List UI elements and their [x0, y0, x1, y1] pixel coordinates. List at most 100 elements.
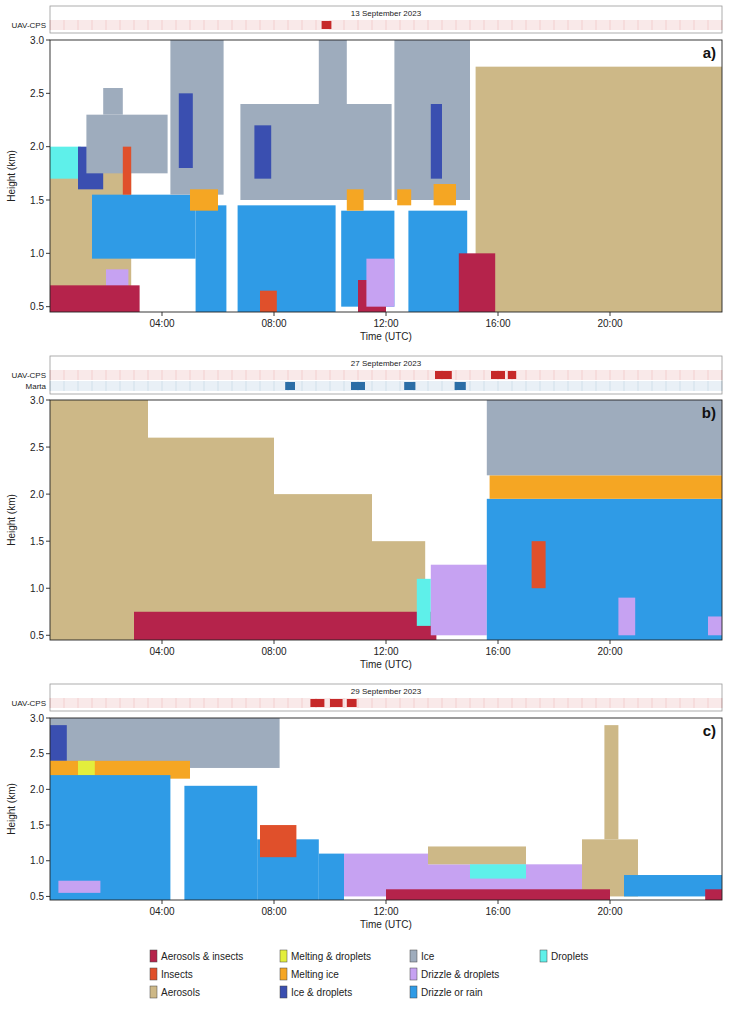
class-cell [254, 125, 271, 178]
flight-grid [50, 381, 51, 391]
x-axis-title: Time (UTC) [360, 659, 412, 670]
flight-grid [372, 381, 373, 391]
legend-swatch [280, 950, 287, 962]
flight-grid [232, 370, 233, 380]
flight-grid [106, 381, 107, 391]
class-cell [179, 93, 193, 168]
cells [50, 40, 722, 312]
legend-label: Melting ice [291, 969, 339, 980]
flight-grid [176, 370, 177, 380]
flight-grid [722, 698, 723, 708]
flight-row [50, 370, 722, 380]
flight-grid [162, 20, 163, 30]
x-tick [274, 312, 275, 316]
class-cell [103, 88, 123, 115]
flight-label: UAV-CPS [11, 371, 46, 380]
flight-grid [428, 698, 429, 708]
flight-grid [162, 381, 163, 391]
flight-grid [106, 20, 107, 30]
flight-grid [526, 370, 527, 380]
flight-grid [680, 20, 681, 30]
class-cell [434, 184, 456, 205]
flight-grid [526, 381, 527, 391]
flight-grid [344, 381, 345, 391]
flight-grid [428, 370, 429, 380]
flight-grid [64, 698, 65, 708]
flight-grid [78, 698, 79, 708]
legend-label: Aerosols [161, 987, 200, 998]
flight-grid [708, 20, 709, 30]
class-cell [470, 864, 526, 878]
flight-grid [666, 381, 667, 391]
flight-grid [624, 370, 625, 380]
flight-grid [358, 698, 359, 708]
class-cell [92, 195, 196, 259]
y-tick-label: 3.0 [30, 713, 44, 724]
x-tick-label: 08:00 [261, 906, 286, 917]
panel-title: 27 September 2023 [351, 359, 422, 368]
flight-grid [666, 698, 667, 708]
flight-grid [204, 698, 205, 708]
x-tick [386, 312, 387, 316]
x-tick [274, 900, 275, 904]
class-cell [58, 881, 100, 893]
y-tick-label: 1.5 [30, 536, 44, 547]
class-cell [431, 104, 442, 179]
class-cell [428, 846, 526, 864]
flight-grid [470, 370, 471, 380]
flight-grid [582, 370, 583, 380]
y-tick-label: 2.5 [30, 442, 44, 453]
y-tick [46, 494, 50, 495]
class-cell [184, 786, 257, 900]
x-tick-label: 04:00 [149, 318, 174, 329]
flight-strip: 13 September 2023UAV-CPS [11, 6, 722, 33]
flight-grid [386, 20, 387, 30]
y-tick [46, 825, 50, 826]
class-cell [604, 725, 618, 839]
y-axis-title: Height (km) [6, 150, 17, 202]
class-cell [394, 40, 470, 200]
flight-grid [274, 698, 275, 708]
flight-grid [92, 20, 93, 30]
class-cell [319, 854, 344, 900]
class-cell [50, 725, 67, 761]
flight-grid [246, 381, 247, 391]
y-tick [46, 860, 50, 861]
y-tick-label: 0.5 [30, 630, 44, 641]
flight-mark [285, 382, 295, 390]
class-cell [618, 598, 635, 636]
flight-grid [316, 20, 317, 30]
flight-mark [491, 371, 505, 379]
class-cell [705, 889, 722, 900]
y-tick-label: 2.0 [30, 489, 44, 500]
flight-grid [428, 20, 429, 30]
x-tick [498, 640, 499, 644]
flight-grid [358, 370, 359, 380]
y-tick [46, 588, 50, 589]
flight-grid [596, 698, 597, 708]
y-tick-label: 3.0 [30, 35, 44, 46]
flight-grid [78, 381, 79, 391]
flight-grid [442, 20, 443, 30]
flight-strip: 29 September 2023UAV-CPS [11, 684, 722, 711]
class-cell [532, 541, 546, 588]
class-cell [148, 438, 274, 640]
flight-grid [540, 20, 541, 30]
flight-grid [484, 698, 485, 708]
flight-grid [554, 698, 555, 708]
flight-grid [92, 370, 93, 380]
flight-grid [106, 698, 107, 708]
legend-swatch [150, 986, 157, 998]
flight-grid [246, 370, 247, 380]
flight-grid [442, 698, 443, 708]
x-tick-label: 04:00 [149, 906, 174, 917]
flight-grid [428, 381, 429, 391]
x-tick-label: 20:00 [597, 906, 622, 917]
flight-grid [134, 698, 135, 708]
flight-grid [624, 698, 625, 708]
x-tick-label: 16:00 [485, 906, 510, 917]
y-tick-label: 2.0 [30, 141, 44, 152]
legend-swatch [150, 950, 157, 962]
figure: 13 September 2023UAV-CPS0.51.01.52.02.53… [0, 0, 732, 1018]
x-tick-label: 20:00 [597, 646, 622, 657]
